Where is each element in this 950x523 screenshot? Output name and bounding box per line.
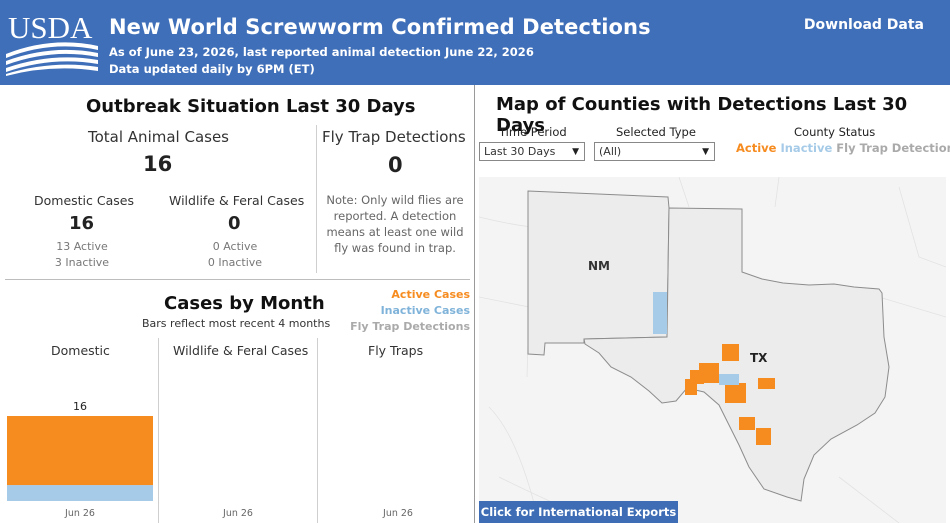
state-label-tx: TX: [750, 351, 768, 365]
map-heading: Map of Counties with Detections Last 30 …: [496, 94, 908, 136]
usda-logo-icon: USDA: [6, 10, 98, 76]
subtitle-update: Data updated daily by 6PM (ET): [109, 62, 315, 76]
legend-active: Active Cases: [391, 288, 470, 301]
wildlife-cases-label: Wildlife & Feral Cases: [169, 193, 305, 208]
panel-divider: [474, 85, 475, 523]
status-inactive: Inactive: [780, 141, 833, 155]
chart-panel-divider: [317, 338, 318, 523]
column-domestic: Domestic: [51, 343, 110, 358]
chevron-down-icon: ▼: [572, 147, 579, 157]
selected-type-select[interactable]: (All) ▼: [594, 142, 715, 161]
domestic-active: 13 Active: [56, 240, 108, 253]
wildlife-active: 0 Active: [212, 240, 258, 253]
cases-by-month-chart: 16 Jun 26 Jun 26 Jun 26: [7, 400, 413, 519]
active-county: [739, 417, 755, 430]
download-data-link[interactable]: Download Data: [803, 17, 924, 33]
wildlife-cases-value: 0: [228, 213, 241, 234]
section-separator: [5, 279, 470, 280]
flytrap-note: Note: Only wild flies are reported. A de…: [326, 193, 464, 255]
inactive-county-tx: [719, 374, 739, 385]
outbreak-heading: Outbreak Situation Last 30 Days: [86, 96, 416, 117]
active-county: [685, 379, 697, 395]
month-tick-label: Jun 26: [64, 508, 95, 519]
column-wildlife: Wildlife & Feral Cases: [173, 343, 309, 358]
month-tick-label: Jun 26: [382, 508, 413, 519]
page-title: New World Screwworm Confirmed Detections: [109, 15, 651, 39]
subtitle-date: As of June 23, 2026, last reported anima…: [109, 45, 534, 59]
active-county: [758, 378, 775, 389]
active-county: [725, 383, 746, 403]
inactive-county-nm: [653, 292, 667, 334]
domestic-cases-label: Domestic Cases: [34, 193, 134, 208]
time-period-label: Time Period: [499, 125, 567, 139]
state-label-nm: NM: [588, 259, 610, 273]
international-exports-button[interactable]: Click for International Exports: [479, 501, 678, 523]
bar-total-label: 16: [73, 400, 87, 413]
chevron-down-icon: ▼: [702, 147, 709, 157]
bar-inactive-cases[interactable]: [7, 485, 153, 501]
cases-by-month-heading: Cases by Month: [164, 293, 325, 314]
domestic-cases-value: 16: [69, 213, 95, 234]
active-county: [756, 428, 771, 445]
section-divider: [316, 125, 317, 273]
domestic-inactive: 3 Inactive: [54, 256, 110, 269]
selected-type-value: (All): [599, 145, 622, 158]
county-map[interactable]: NM TX: [479, 177, 946, 523]
map-canvas: NM TX: [479, 177, 946, 523]
flytrap-label: Fly Trap Detections: [322, 128, 466, 146]
column-flytraps: Fly Traps: [368, 343, 424, 358]
flytrap-value: 0: [388, 153, 403, 177]
total-cases-label: Total Animal Cases: [88, 128, 229, 146]
new-mexico-shape: [527, 190, 670, 356]
county-status-legend: Active Inactive Fly Trap Detection: [736, 141, 950, 155]
active-county: [722, 344, 739, 361]
wildlife-inactive: 0 Inactive: [207, 256, 263, 269]
county-status-label: County Status: [794, 125, 876, 139]
bar-active-cases[interactable]: [7, 416, 153, 486]
total-cases-value: 16: [143, 152, 173, 176]
time-period-select[interactable]: Last 30 Days ▼: [479, 142, 585, 161]
status-flytrap: Fly Trap Detection: [836, 141, 950, 155]
month-tick-label: Jun 26: [222, 508, 253, 519]
header-banner: USDA New World Screwworm Confirmed Detec…: [0, 0, 950, 85]
time-period-value: Last 30 Days: [484, 145, 556, 158]
status-active: Active: [736, 141, 777, 155]
selected-type-label: Selected Type: [616, 125, 696, 139]
legend-inactive: Inactive Cases: [380, 304, 470, 317]
usda-logo-text: USDA: [8, 10, 93, 45]
cases-by-month-subheading: Bars reflect most recent 4 months: [142, 317, 331, 330]
chart-panel-divider: [158, 338, 159, 523]
legend-flytrap: Fly Trap Detections: [350, 320, 470, 333]
